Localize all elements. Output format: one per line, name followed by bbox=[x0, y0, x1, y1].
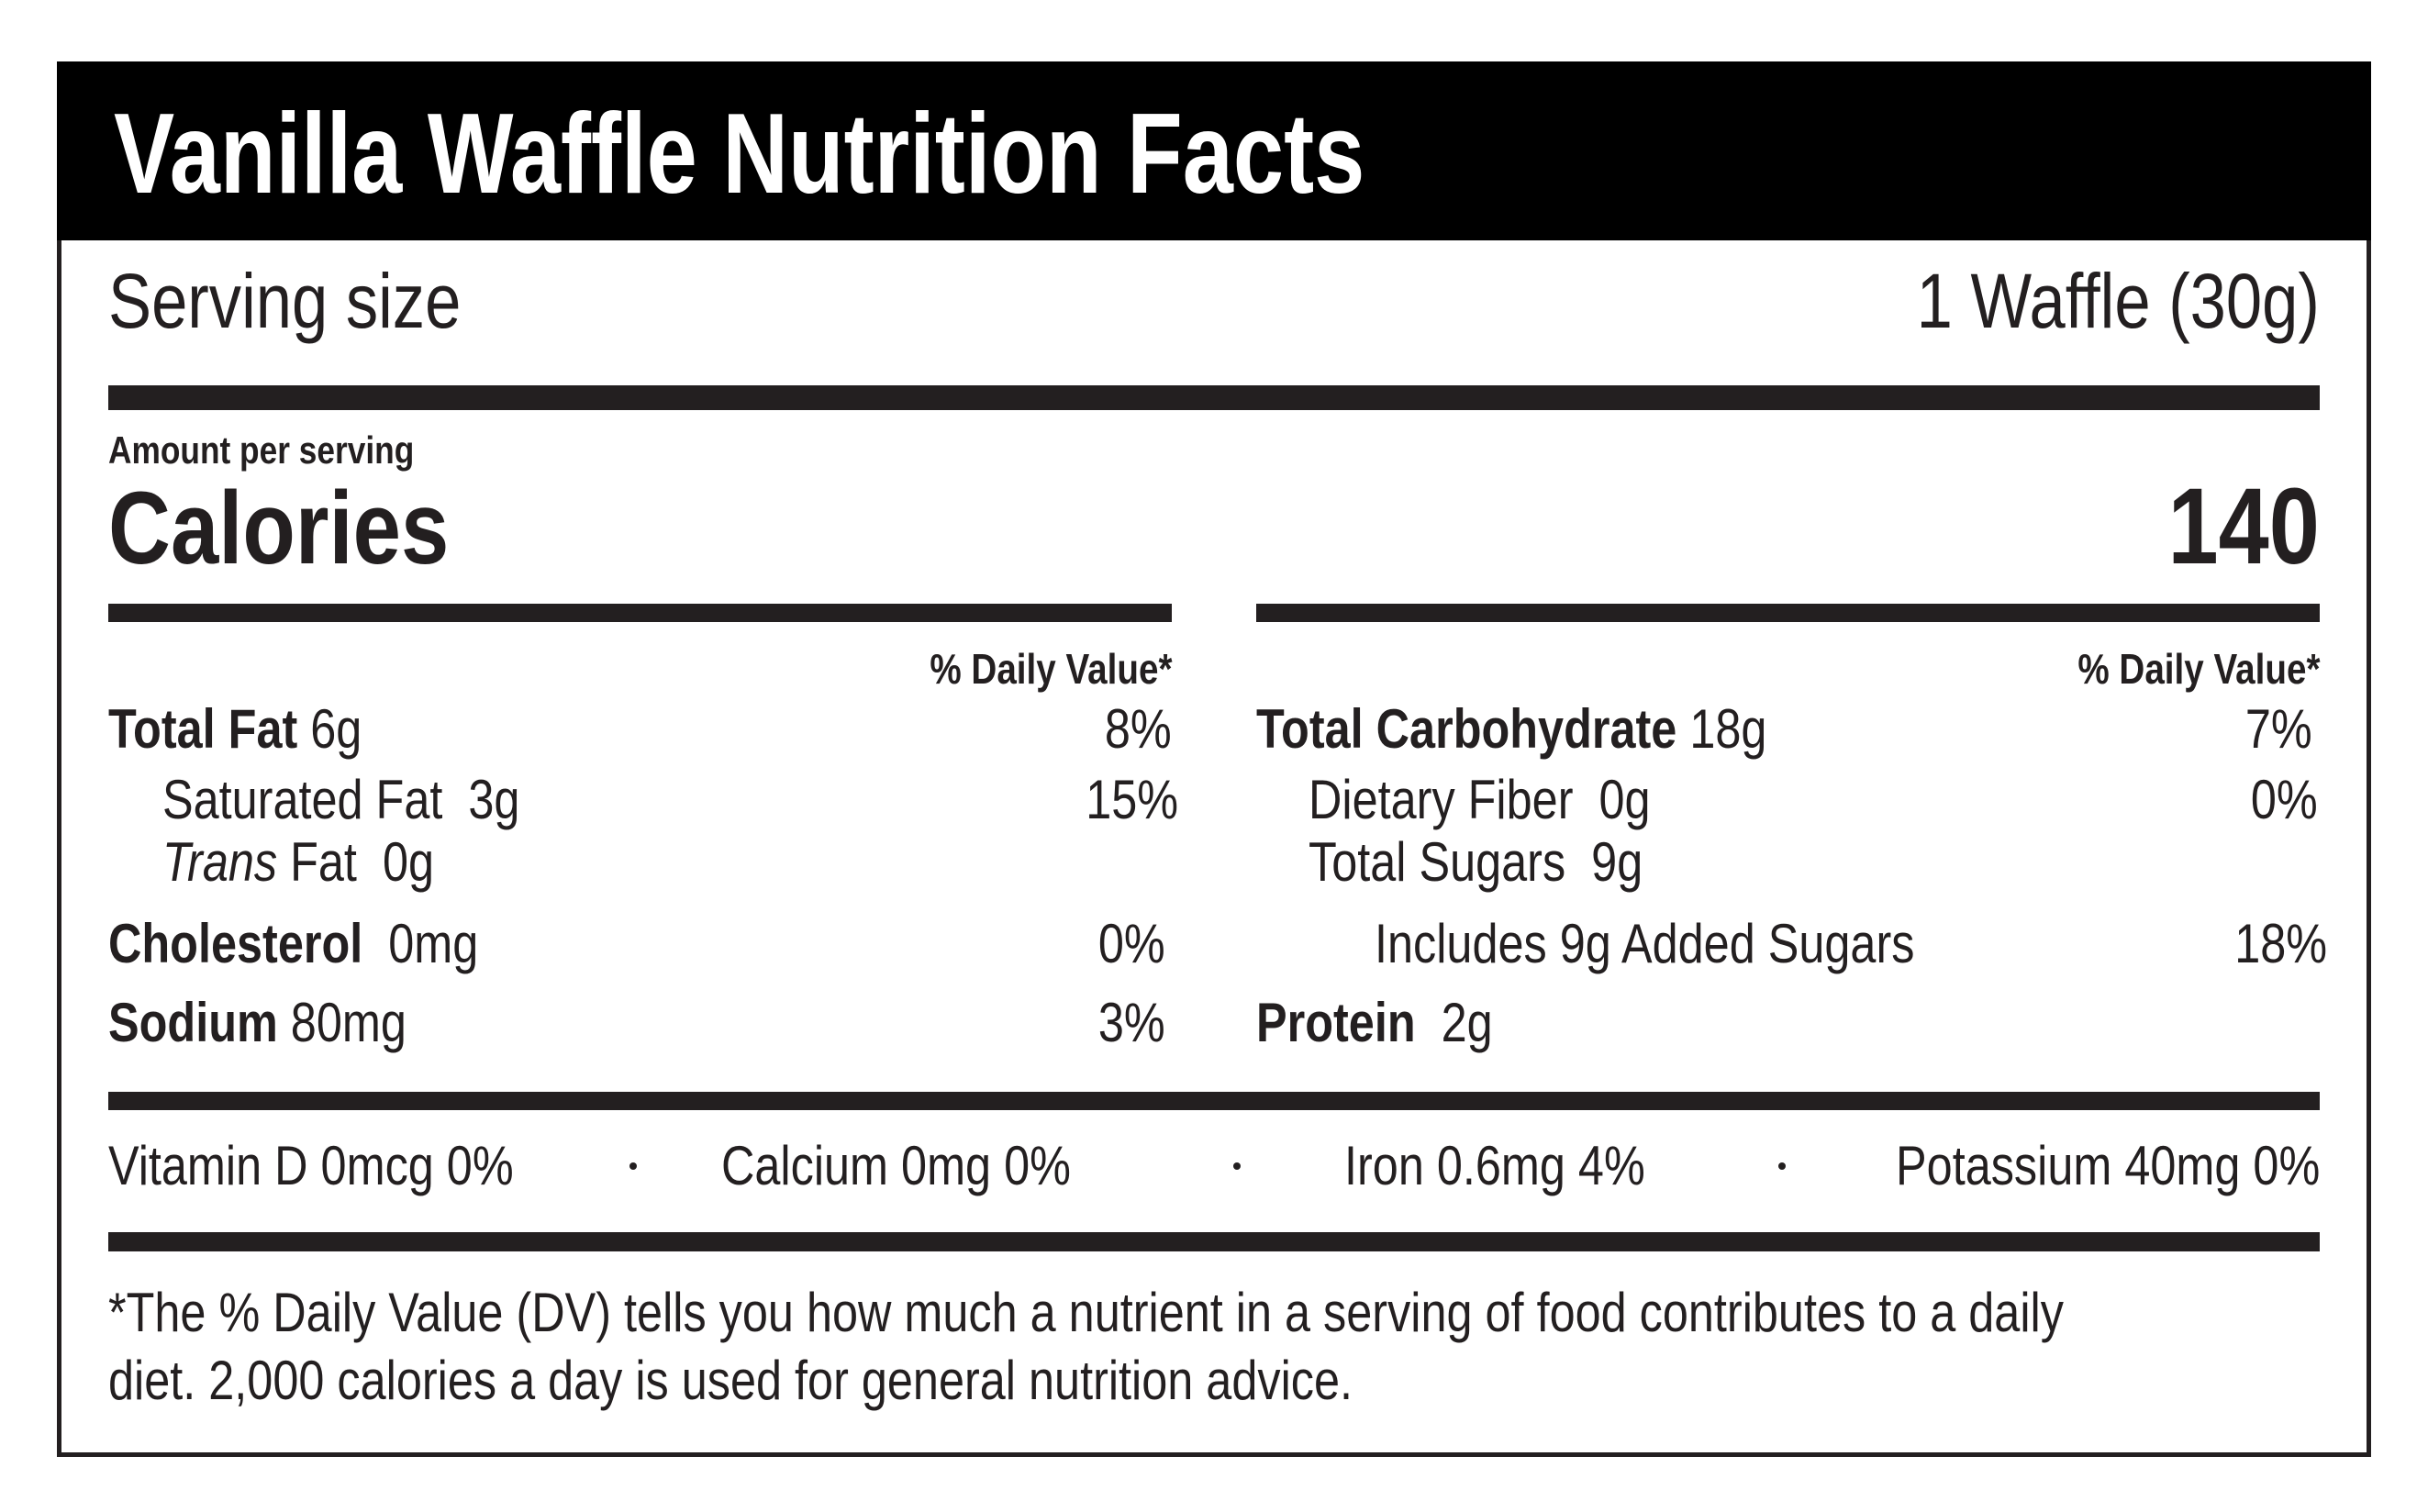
divider bbox=[108, 1092, 2320, 1110]
nutrient-saturated-fat: Saturated Fat 3g bbox=[162, 769, 520, 830]
dv-header-left: % Daily Value* bbox=[929, 645, 1172, 693]
separator-dot bbox=[1233, 1162, 1241, 1170]
dv-header-right: % Daily Value* bbox=[2077, 645, 2320, 693]
iron: Iron 0.6mg 4% bbox=[1344, 1135, 1645, 1196]
dv-total-fat: 8% bbox=[1105, 698, 1172, 760]
amount-per-serving: Amount per serving bbox=[108, 428, 415, 472]
vitamin-d: Vitamin D 0mcg 0% bbox=[108, 1135, 514, 1196]
calcium: Calcium 0mg 0% bbox=[721, 1135, 1071, 1196]
footnote-line-1: *The % Daily Value (DV) tells you how mu… bbox=[108, 1282, 2064, 1343]
nutrient-dietary-fiber: Dietary Fiber 0g bbox=[1309, 769, 1651, 830]
divider bbox=[108, 604, 1172, 622]
potassium: Potassium 40mg 0% bbox=[1895, 1135, 2320, 1196]
dv-sodium: 3% bbox=[1098, 992, 1165, 1053]
nutrient-protein: Protein 2g bbox=[1256, 992, 1493, 1053]
separator-dot bbox=[1778, 1162, 1786, 1170]
dv-total-carbohydrate: 7% bbox=[2245, 698, 2312, 760]
nutrient-total-fat: Total Fat 6g bbox=[108, 698, 362, 760]
dv-cholesterol: 0% bbox=[1098, 913, 1165, 974]
dv-added-sugars: 18% bbox=[2234, 913, 2327, 974]
divider bbox=[108, 385, 2320, 410]
dv-saturated-fat: 15% bbox=[1086, 769, 1178, 830]
nutrient-sodium: Sodium 80mg bbox=[108, 992, 407, 1053]
separator-dot bbox=[629, 1162, 637, 1170]
serving-size-label: Serving size bbox=[108, 258, 462, 344]
title-bar bbox=[57, 61, 2371, 240]
nutrient-total-sugars: Total Sugars 9g bbox=[1309, 831, 1643, 893]
calories-label: Calories bbox=[108, 471, 450, 585]
divider bbox=[108, 1232, 2320, 1251]
divider bbox=[1256, 604, 2320, 622]
nutrient-total-carbohydrate: Total Carbohydrate 18g bbox=[1256, 698, 1767, 760]
label-title: Vanilla Waffle Nutrition Facts bbox=[114, 91, 1365, 217]
footnote-line-2: diet. 2,000 calories a day is used for g… bbox=[108, 1350, 1353, 1411]
dv-dietary-fiber: 0% bbox=[2251, 769, 2318, 830]
nutrient-cholesterol: Cholesterol 0mg bbox=[108, 913, 479, 974]
nutrient-added-sugars: Includes 9g Added Sugars bbox=[1375, 913, 1915, 974]
calories-value: 140 bbox=[2167, 466, 2320, 587]
nutrient-trans-fat: Trans Fat 0g bbox=[162, 831, 435, 893]
serving-size-value: 1 Waffle (30g) bbox=[1916, 258, 2320, 344]
